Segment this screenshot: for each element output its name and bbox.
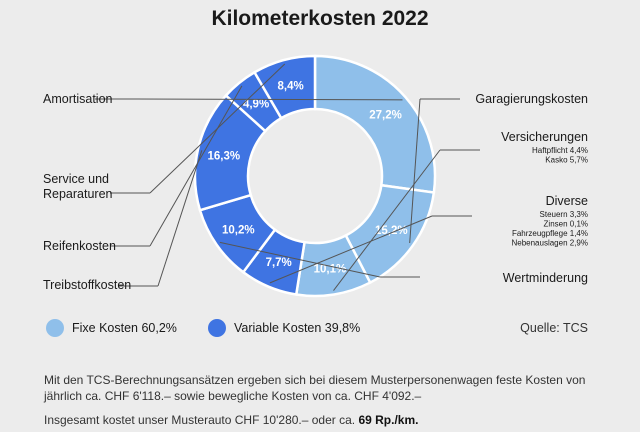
segment-label-versicherungen: Versicherungen (501, 130, 588, 144)
segment-detail-label: Steuern 3,3% (540, 210, 588, 219)
segment-label-treibstoffkosten: Treibstoffkosten (43, 278, 131, 292)
leader-line (149, 85, 243, 247)
legend: Fixe Kosten 60,2% Variable Kosten 39,8% (46, 319, 360, 337)
footnote-total-prefix: Insgesamt kostet unser Musterauto CHF 10… (44, 413, 359, 427)
segment-label-reifenkosten: Reifenkosten (43, 239, 116, 253)
legend-label-fixed: Fixe Kosten 60,2% (72, 321, 177, 335)
slice-value-label: 27,2% (369, 110, 402, 122)
leader-line (409, 98, 421, 244)
legend-swatch-fixed (46, 319, 64, 337)
segment-detail-label: Kasko 5,7% (545, 156, 588, 165)
donut-slices: 27,2% 15,2% 10,1% 7,7% 10,2% 16,3% 4,9% 8,4% (193, 54, 437, 298)
leader-line (219, 241, 381, 278)
legend-swatch-variable (208, 319, 226, 337)
slice-value-label: 8,4% (278, 81, 304, 93)
donut-slice-amortisation (313, 54, 437, 194)
slice-value-label: 15,2% (375, 225, 408, 237)
segment-label-wertminderung: Wertminderung (503, 271, 588, 285)
segment-label-garagierungskosten: Garagierungskosten (475, 92, 588, 106)
leader-line (157, 150, 203, 287)
segment-detail-label: Haftpflicht 4,4% (532, 146, 588, 155)
donut-slice-service-und-reparaturen (252, 54, 317, 120)
leader-line (269, 215, 433, 284)
slice-value-label: 10,2% (222, 225, 255, 237)
legend-label-variable: Variable Kosten 39,8% (234, 321, 360, 335)
footnote-total-highlight: 69 Rp./km. (358, 413, 419, 427)
segment-label-service-und-reparaturen: Service und Reparaturen (43, 172, 113, 201)
slice-value-label: 10,1% (314, 263, 347, 275)
footnote-text: Mit den TCS-Berechnungsansätzen ergeben … (44, 373, 586, 403)
leader-lines (95, 63, 480, 291)
donut-chart: Kilometerkosten 2022 27,2% 15,2% 10,1% 7,7%… (43, 7, 588, 337)
leader-line (134, 98, 403, 101)
segment-label-diverse: Diverse (546, 194, 588, 208)
chart-title: Kilometerkosten 2022 (211, 7, 428, 30)
source-note: Quelle: TCS (520, 321, 588, 335)
segment-detail-label: Nebenauslagen 2,9% (511, 239, 588, 248)
leader-line (333, 149, 441, 291)
footnote-total: Insgesamt kostet unser Musterauto CHF 10… (44, 412, 604, 428)
slice-value-label: 16,3% (208, 150, 241, 162)
slice-value-label: 4,9% (243, 98, 269, 110)
segment-detail-label: Fahrzeugpflege 1,4% (512, 229, 588, 238)
slice-value-label: 7,7% (266, 257, 292, 269)
segment-label-amortisation: Amortisation (43, 92, 113, 106)
segment-detail-label: Zinsen 0,1% (544, 220, 588, 229)
segment-labels: Amortisation Garagierungskosten Versicheru… (43, 92, 588, 292)
leader-line (149, 63, 286, 194)
